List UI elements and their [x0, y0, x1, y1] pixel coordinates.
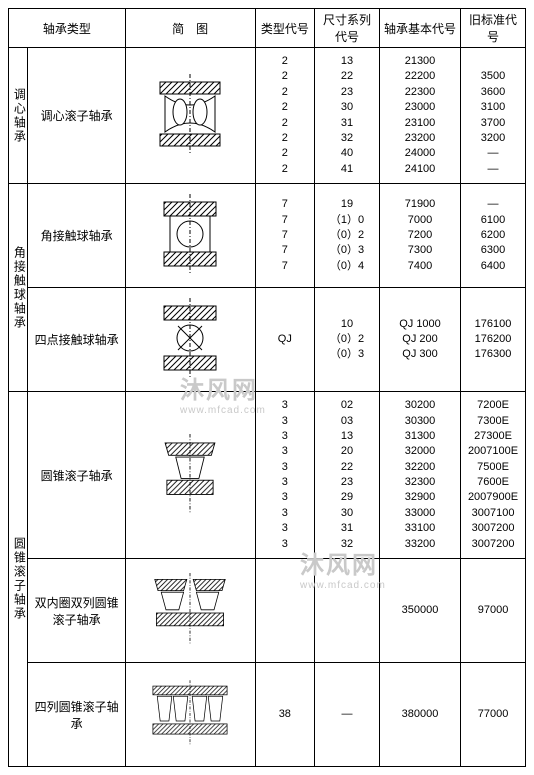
diagram-cell	[125, 48, 255, 184]
data-cell: 19（1）0（0）2（0）3（0）4	[315, 184, 380, 288]
table-row: 角接触球轴承角接触球轴承7777719（1）0（0）2（0）3（0）471900…	[9, 184, 526, 288]
data-cell: 7200E7300E27300E2007100E7500E7600E200790…	[461, 392, 526, 559]
type-label: 角接触球轴承	[28, 184, 125, 288]
header-type: 轴承类型	[9, 9, 126, 48]
data-cell	[315, 559, 380, 663]
data-cell: QJ	[255, 288, 314, 392]
group-label: 角接触球轴承	[9, 184, 28, 392]
type-label: 双内圈双列圆锥滚子轴承	[28, 559, 125, 663]
header-c3: 轴承基本代号	[379, 9, 460, 48]
data-cell: 1322233031324041	[315, 48, 380, 184]
data-cell: 380000	[379, 663, 460, 767]
diagram-cell	[125, 184, 255, 288]
type-label: 圆锥滚子轴承	[28, 392, 125, 559]
type-label: 四列圆锥滚子轴承	[28, 663, 125, 767]
data-cell: 350000	[379, 559, 460, 663]
diagram-cell	[125, 559, 255, 663]
header-c4: 旧标准代号	[461, 9, 526, 48]
group-label: 调心轴承	[9, 48, 28, 184]
data-cell: 3020030300313003200032200323003290033000…	[379, 392, 460, 559]
data-cell: QJ 1000QJ 200QJ 300	[379, 288, 460, 392]
data-cell	[255, 559, 314, 663]
data-cell: 35003600310037003200——	[461, 48, 526, 184]
data-cell: 77000	[461, 663, 526, 767]
type-label: 调心滚子轴承	[28, 48, 125, 184]
data-cell: —6100620063006400	[461, 184, 526, 288]
data-cell: 3333333333	[255, 392, 314, 559]
data-cell: —	[315, 663, 380, 767]
header-diagram: 简 图	[125, 9, 255, 48]
diagram-cell	[125, 288, 255, 392]
data-cell: 2130022200223002300023100232002400024100	[379, 48, 460, 184]
diagram-cell	[125, 392, 255, 559]
header-c1: 类型代号	[255, 9, 314, 48]
table-row: 四列圆锥滚子轴承 38—38000077000	[9, 663, 526, 767]
table-row: 双内圈双列圆锥滚子轴承 35000097000	[9, 559, 526, 663]
data-cell: 02031320222329303132	[315, 392, 380, 559]
data-cell: 176100176200176300	[461, 288, 526, 392]
data-cell: 77777	[255, 184, 314, 288]
table-row: 圆锥滚子轴承圆锥滚子轴承3333333333020313202223293031…	[9, 392, 526, 559]
table-row: 四点接触球轴承 QJ10（0）2（0）3QJ 1000QJ 200QJ 30017…	[9, 288, 526, 392]
bearing-table: 轴承类型 简 图 类型代号 尺寸系列代号 轴承基本代号 旧标准代号 调心轴承调心…	[8, 8, 526, 767]
header-row: 轴承类型 简 图 类型代号 尺寸系列代号 轴承基本代号 旧标准代号	[9, 9, 526, 48]
data-cell: 97000	[461, 559, 526, 663]
data-cell: 22222222	[255, 48, 314, 184]
data-cell: 10（0）2（0）3	[315, 288, 380, 392]
group-label: 圆锥滚子轴承	[9, 392, 28, 767]
header-c2: 尺寸系列代号	[315, 9, 380, 48]
type-label: 四点接触球轴承	[28, 288, 125, 392]
data-cell: 38	[255, 663, 314, 767]
diagram-cell	[125, 663, 255, 767]
table-row: 调心轴承调心滚子轴承 222222221322233031324041213002…	[9, 48, 526, 184]
data-cell: 719007000720073007400	[379, 184, 460, 288]
